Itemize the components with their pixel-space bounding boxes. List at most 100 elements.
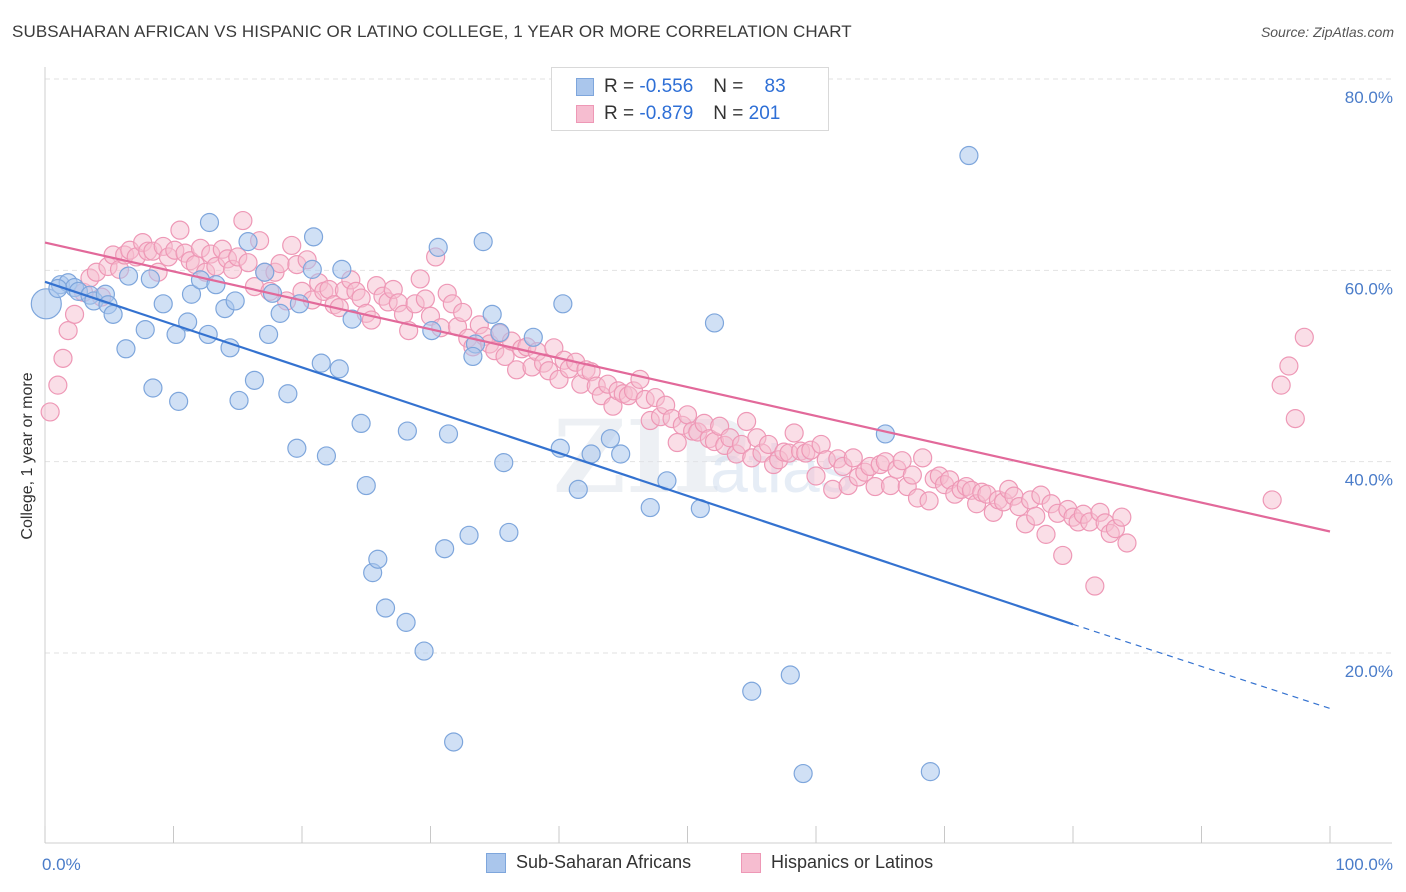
data-point-subsaharan bbox=[396, 612, 416, 632]
legend-n-value: 201 bbox=[748, 103, 781, 124]
data-point-subsaharan bbox=[793, 763, 813, 784]
data-point-subsaharan bbox=[302, 259, 322, 279]
data-point-hispanic bbox=[58, 321, 78, 341]
legend-swatch-blue bbox=[576, 78, 594, 96]
data-point-subsaharan bbox=[135, 320, 155, 340]
data-point-subsaharan bbox=[704, 313, 725, 333]
gridlines bbox=[45, 78, 1392, 654]
data-point-subsaharan bbox=[311, 353, 331, 373]
y-tick-label: 60.0% bbox=[1345, 279, 1393, 298]
data-point-hispanic bbox=[233, 210, 253, 231]
data-point-hispanic bbox=[1026, 506, 1046, 526]
data-point-subsaharan bbox=[438, 424, 459, 444]
data-point-hispanic bbox=[843, 448, 863, 468]
data-point-subsaharan bbox=[499, 522, 519, 543]
data-point-hispanic bbox=[415, 289, 435, 309]
data-point-subsaharan bbox=[116, 339, 136, 359]
trend-line-hispanic bbox=[44, 241, 1331, 533]
data-point-subsaharan bbox=[199, 212, 220, 233]
data-point-subsaharan bbox=[581, 444, 601, 464]
data-point-hispanic bbox=[806, 466, 826, 486]
data-point-hispanic bbox=[630, 369, 650, 389]
data-point-hispanic bbox=[737, 411, 757, 432]
data-point-hispanic bbox=[1085, 576, 1105, 596]
data-point-subsaharan bbox=[463, 346, 483, 367]
data-point-subsaharan bbox=[332, 259, 352, 279]
data-point-hispanic bbox=[913, 448, 933, 468]
data-point-subsaharan bbox=[375, 598, 396, 618]
data-point-hispanic bbox=[53, 348, 73, 368]
data-point-subsaharan bbox=[482, 304, 502, 324]
legend-n-label: N = bbox=[713, 76, 744, 97]
data-point-hispanic bbox=[282, 235, 302, 256]
data-point-subsaharan bbox=[140, 269, 160, 289]
data-point-subsaharan bbox=[278, 384, 298, 404]
x-tick-label: 100.0% bbox=[1335, 855, 1393, 874]
data-point-hispanic bbox=[453, 302, 473, 323]
data-point-subsaharan bbox=[473, 232, 493, 252]
data-point-hispanic bbox=[1285, 409, 1305, 429]
data-point-hispanic bbox=[919, 491, 939, 511]
legend-n-value: 83 bbox=[764, 76, 786, 97]
data-point-hispanic bbox=[48, 375, 68, 395]
legend-swatch-pink bbox=[576, 105, 594, 123]
trend-lines bbox=[44, 241, 1331, 710]
data-point-subsaharan bbox=[342, 309, 362, 329]
legend-r-value: -0.556 bbox=[639, 76, 694, 97]
data-point-hispanic bbox=[64, 304, 85, 324]
data-point-subsaharan bbox=[229, 390, 249, 411]
legend-item-subsaharan[interactable]: Sub-Saharan Africans bbox=[486, 852, 691, 873]
data-point-hispanic bbox=[1053, 545, 1073, 566]
data-point-subsaharan bbox=[198, 324, 218, 345]
data-point-hispanic bbox=[170, 220, 190, 240]
data-point-hispanic bbox=[1117, 533, 1137, 553]
data-point-subsaharan bbox=[329, 359, 349, 379]
data-point-hispanic bbox=[758, 434, 779, 455]
data-point-subsaharan bbox=[611, 444, 631, 464]
legend-swatch-blue bbox=[486, 852, 506, 873]
data-point-subsaharan bbox=[118, 266, 139, 286]
legend-row-pink: R = -0.879 N = 201 bbox=[552, 100, 780, 128]
data-point-subsaharan bbox=[143, 378, 163, 398]
data-point-subsaharan bbox=[959, 145, 979, 166]
data-point-subsaharan bbox=[494, 453, 514, 473]
x-tick-label: 0.0% bbox=[42, 855, 81, 874]
axes bbox=[44, 67, 1392, 844]
legend-item-hispanic[interactable]: Hispanics or Latinos bbox=[741, 852, 933, 873]
data-point-subsaharan bbox=[238, 232, 258, 252]
source-label: Source: ZipAtlas.com bbox=[1260, 24, 1394, 40]
data-point-hispanic bbox=[1036, 524, 1056, 544]
data-point-subsaharan bbox=[428, 237, 448, 257]
data-point-subsaharan bbox=[178, 312, 198, 332]
data-point-subsaharan bbox=[523, 327, 543, 347]
data-point-subsaharan bbox=[920, 762, 940, 782]
legend-r-value: -0.879 bbox=[639, 103, 694, 124]
tick-labels: 20.0% 40.0% 60.0% 80.0% 0.0% 100.0% bbox=[42, 88, 1393, 874]
data-point-subsaharan bbox=[153, 294, 173, 314]
chart-title: SUBSAHARAN AFRICAN VS HISPANIC OR LATINO… bbox=[12, 22, 852, 41]
series-legend: Sub-Saharan Africans Hispanics or Latino… bbox=[0, 852, 1406, 878]
data-point-subsaharan bbox=[351, 413, 371, 433]
data-point-subsaharan bbox=[742, 681, 762, 701]
data-point-hispanic bbox=[1279, 356, 1299, 376]
data-point-hispanic bbox=[677, 405, 698, 425]
data-point-subsaharan bbox=[270, 303, 290, 323]
data-point-subsaharan bbox=[600, 429, 621, 449]
data-point-subsaharan bbox=[780, 665, 800, 685]
data-point-subsaharan bbox=[169, 391, 189, 411]
data-point-subsaharan bbox=[206, 275, 226, 295]
blue-series-points bbox=[30, 145, 979, 784]
data-point-subsaharan bbox=[490, 322, 510, 343]
data-point-subsaharan bbox=[255, 262, 275, 282]
data-point-hispanic bbox=[410, 269, 430, 289]
data-point-hispanic bbox=[1294, 327, 1314, 347]
data-point-subsaharan bbox=[368, 549, 388, 569]
legend-label-hispanic: Hispanics or Latinos bbox=[771, 852, 934, 872]
y-tick-label: 80.0% bbox=[1345, 88, 1393, 107]
data-point-subsaharan bbox=[640, 497, 660, 518]
data-point-subsaharan bbox=[181, 284, 202, 304]
data-point-hispanic bbox=[892, 451, 912, 471]
y-tick-label: 20.0% bbox=[1345, 662, 1393, 681]
data-point-subsaharan bbox=[356, 475, 376, 496]
trend-line-subsaharan-extension bbox=[1072, 623, 1331, 710]
